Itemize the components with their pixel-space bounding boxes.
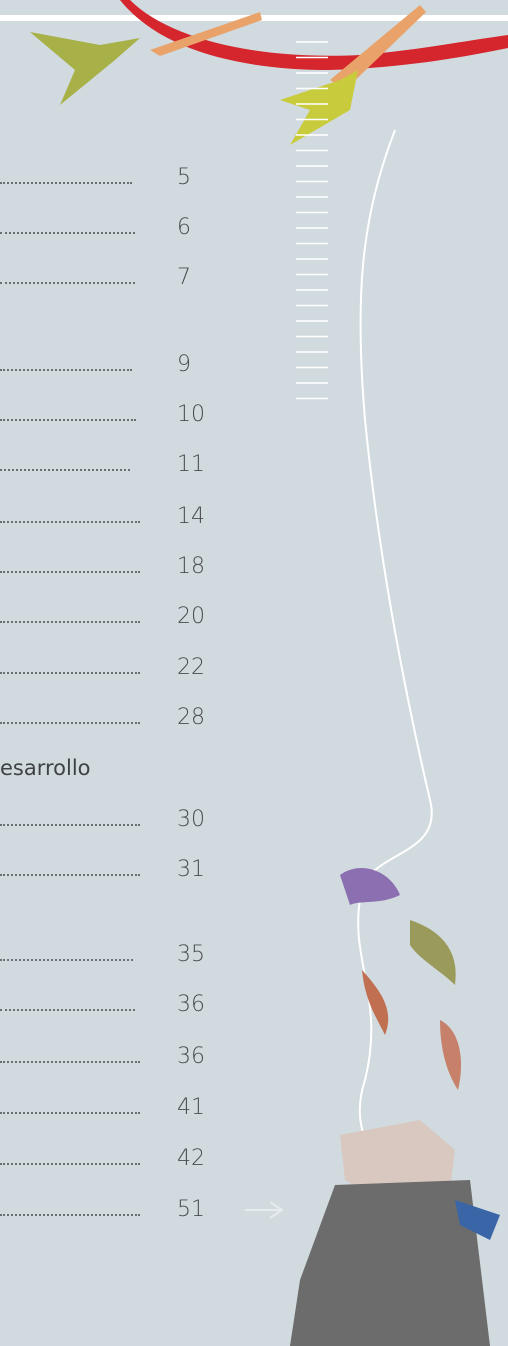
page-number: 11 — [177, 452, 205, 477]
leader-dots — [0, 874, 140, 876]
arrow — [245, 1202, 282, 1218]
leader-dots — [0, 469, 130, 471]
page-number: 36 — [177, 1044, 205, 1069]
leader-dots — [0, 1163, 140, 1165]
toc-row: 31 — [0, 857, 240, 887]
toc-row: esarrollo — [0, 756, 240, 786]
page-number: 20 — [177, 604, 205, 629]
page-number: 14 — [177, 504, 205, 529]
leader-dots — [0, 571, 140, 573]
toc-row: 41 — [0, 1095, 240, 1125]
page-number: 6 — [177, 215, 191, 240]
leaf — [280, 70, 358, 145]
toc-row: 28 — [0, 705, 240, 735]
figure — [440, 1020, 461, 1090]
leader-dots — [0, 824, 140, 826]
figure — [340, 868, 400, 905]
page-number: 5 — [177, 165, 191, 190]
page-number: 35 — [177, 942, 205, 967]
toc-row: 36 — [0, 1044, 240, 1074]
leader-dots — [0, 1061, 140, 1063]
toc-row: 9 — [0, 352, 240, 382]
toc-row: 36 — [0, 992, 240, 1022]
page-number: 41 — [177, 1095, 205, 1120]
leader-dots — [0, 672, 140, 674]
toc-row: 35 — [0, 942, 240, 972]
toc-row: 51 — [0, 1197, 240, 1227]
leader-dots — [0, 722, 140, 724]
page-number: 7 — [177, 265, 191, 290]
toc-row: 22 — [0, 655, 240, 685]
leader-dots — [0, 521, 140, 523]
page-number: 9 — [177, 352, 191, 377]
page: 5 6 7 9 10 11 14 18 20 22 28 esarrollo 30 31 35 36 36 41 4… — [0, 0, 508, 1346]
page-number: 30 — [177, 807, 205, 832]
leaf — [30, 32, 140, 105]
vine — [120, 0, 508, 70]
leader-dots — [0, 1112, 140, 1114]
toc-row: 6 — [0, 215, 240, 245]
toc-row: 42 — [0, 1146, 240, 1176]
page-number: 10 — [177, 402, 205, 427]
leader-dots — [0, 419, 136, 421]
page-number: 51 — [177, 1197, 205, 1222]
leader-dots — [0, 1009, 135, 1011]
page-number: 18 — [177, 554, 205, 579]
leader-dots — [0, 621, 140, 623]
leader-dots — [0, 959, 133, 961]
leader-dots — [0, 232, 135, 234]
toc-row: 30 — [0, 807, 240, 837]
leader-dots — [0, 282, 135, 284]
toc-row: 14 — [0, 504, 240, 534]
page-number: 36 — [177, 992, 205, 1017]
figure — [362, 970, 388, 1035]
toc-row: 10 — [0, 402, 240, 432]
toc-row: 18 — [0, 554, 240, 584]
page-number: 31 — [177, 857, 205, 882]
toc-row: 20 — [0, 604, 240, 634]
leader-dots — [0, 182, 132, 184]
section-heading: esarrollo — [0, 756, 91, 780]
leader-dots — [0, 1214, 140, 1216]
leader-dots — [0, 369, 132, 371]
page-number: 22 — [177, 655, 205, 680]
toc-row: 7 — [0, 265, 240, 295]
figure — [410, 920, 456, 985]
page-number: 42 — [177, 1146, 205, 1171]
toc-row: 5 — [0, 165, 240, 195]
page-number: 28 — [177, 705, 205, 730]
toc-row: 11 — [0, 452, 240, 482]
